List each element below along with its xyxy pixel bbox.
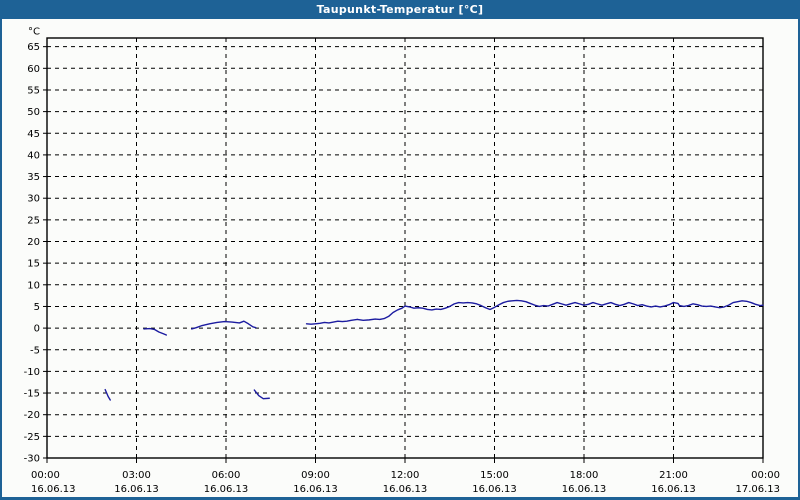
x-tick-label-time: 12:00 xyxy=(391,470,420,481)
y-tick-label: 50 xyxy=(27,107,40,118)
window-titlebar: Taupunkt-Temperatur [°C] xyxy=(0,0,800,19)
x-tick-label-time: 00:00 xyxy=(31,470,60,481)
y-tick-label: 10 xyxy=(27,280,40,291)
x-tick-label-date: 17.06.13 xyxy=(735,484,780,495)
y-tick-label: -5 xyxy=(30,345,40,356)
x-tick-label-date: 16.06.13 xyxy=(204,484,249,495)
y-tick-label: -20 xyxy=(24,410,40,421)
chart-plot: -30 -25 -20 -15 -10 -5 0 5 10 15 20 25 30 35 40 45 50 55 6… xyxy=(2,19,798,497)
chart-canvas: -30 -25 -20 -15 -10 -5 0 5 10 15 20 25 30 35 40 45 50 55 6… xyxy=(2,19,798,497)
x-tick-label-date: 16.06.13 xyxy=(383,484,428,495)
y-tick-label: 25 xyxy=(27,215,40,226)
page-title: Taupunkt-Temperatur [°C] xyxy=(316,3,484,16)
x-tick-label-date: 16.06.13 xyxy=(31,484,76,495)
plot-border xyxy=(46,37,764,459)
y-tick-label: 15 xyxy=(27,259,40,270)
y-axis-ticks: -30 -25 -20 -15 -10 -5 0 5 10 15 20 25 30 35 40 45 50 55 6… xyxy=(24,42,47,465)
data-series xyxy=(104,299,764,401)
x-tick-label-time: 18:00 xyxy=(570,470,599,481)
y-tick-label: 5 xyxy=(34,302,40,313)
y-axis-unit: °C xyxy=(28,27,40,38)
y-tick-label: 60 xyxy=(27,64,40,75)
gridlines xyxy=(47,38,763,458)
x-tick-label-date: 16.06.13 xyxy=(651,484,696,495)
y-tick-label: 45 xyxy=(27,129,40,140)
x-tick-label-date: 16.06.13 xyxy=(472,484,517,495)
axis-frame xyxy=(46,37,764,459)
y-tick-label: 30 xyxy=(27,194,40,205)
series-line-dropout-spike-2 xyxy=(253,389,270,400)
x-tick-label-time: 15:00 xyxy=(480,470,509,481)
x-tick-label-time: 06:00 xyxy=(212,470,241,481)
x-tick-label-time: 00:00 xyxy=(751,470,780,481)
x-tick-label-time: 03:00 xyxy=(122,470,151,481)
x-tick-label-date: 16.06.13 xyxy=(562,484,607,495)
x-tick-label-date: 16.06.13 xyxy=(293,484,338,495)
y-tick-label: 40 xyxy=(27,150,40,161)
y-tick-label: 20 xyxy=(27,237,40,248)
y-tick-label: 55 xyxy=(27,85,40,96)
series-line-night-segment-1 xyxy=(143,327,168,336)
series-line-morning-segment xyxy=(190,320,257,330)
x-tick-label-date: 16.06.13 xyxy=(114,484,159,495)
series-line-dropout-spike-1 xyxy=(104,388,111,401)
x-tick-label-time: 09:00 xyxy=(301,470,330,481)
y-axis-unit-label: °C xyxy=(28,27,40,38)
y-tick-label: 65 xyxy=(27,42,40,53)
y-tick-label: -25 xyxy=(24,432,40,443)
y-tick-label: -10 xyxy=(24,367,40,378)
y-tick-label: -30 xyxy=(24,454,40,465)
series-line-main-trace xyxy=(356,299,764,322)
plot-background xyxy=(2,19,798,497)
y-tick-label: -15 xyxy=(24,389,40,400)
y-tick-label: 35 xyxy=(27,172,40,183)
x-tick-label-time: 21:00 xyxy=(659,470,688,481)
series-line-pre-main-trace xyxy=(305,318,358,325)
x-axis-ticks: 00:00 16.06.13 03:00 16.06.13 06:00 16.06.13 0… xyxy=(31,458,780,495)
y-tick-label: 0 xyxy=(34,324,40,335)
